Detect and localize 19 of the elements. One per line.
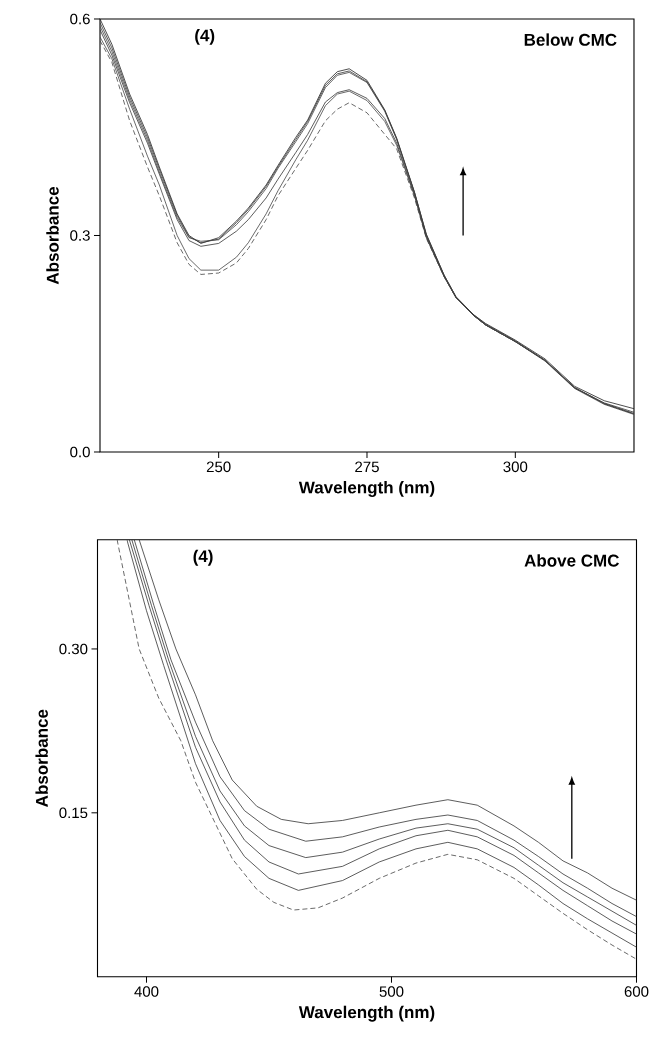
x-tick-label: 600 xyxy=(624,986,649,997)
y-tick-label: 0.30 xyxy=(59,643,88,655)
y-tick-label: 0.6 xyxy=(70,13,90,25)
annotation: (4) xyxy=(195,29,215,45)
y-tick-label: 0.0 xyxy=(70,446,90,458)
x-tick-label: 400 xyxy=(134,986,159,997)
y-axis-title: Absorbance xyxy=(46,186,59,285)
y-tick-label: 0.3 xyxy=(70,230,90,241)
y-tick-label: 0.15 xyxy=(59,807,88,819)
x-tick-label: 500 xyxy=(379,986,404,997)
x-tick-label: 300 xyxy=(503,461,528,473)
x-tick-label: 250 xyxy=(206,461,231,473)
x-axis-title: Wavelength (nm) xyxy=(298,1005,435,1022)
x-tick-label: 275 xyxy=(355,461,379,473)
text: Above CMC xyxy=(524,554,619,567)
annotation: (4) xyxy=(193,549,213,566)
text: Below CMC xyxy=(524,33,617,46)
x-axis-title: Wavelength (nm) xyxy=(298,481,435,497)
y-axis-title: Absorbance xyxy=(35,709,48,807)
